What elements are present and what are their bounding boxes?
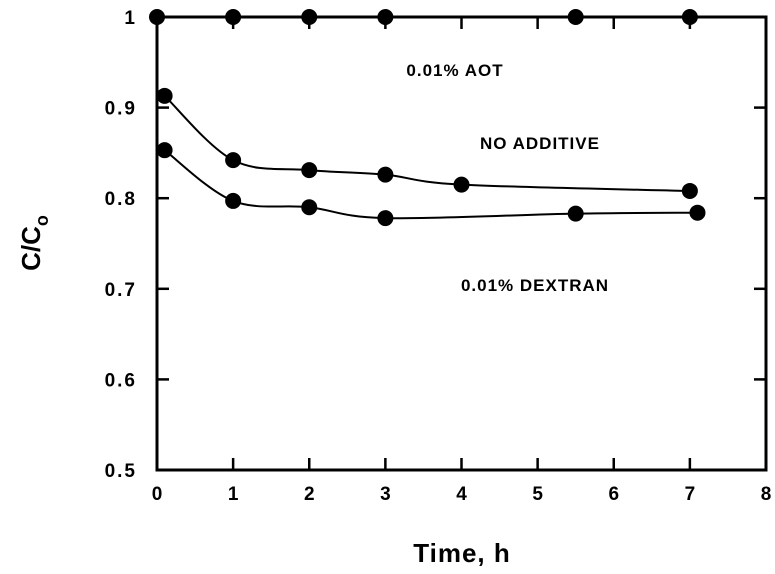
data-point xyxy=(681,182,698,199)
data-point xyxy=(567,9,584,25)
data-point xyxy=(681,9,698,25)
x-tick-label: 8 xyxy=(761,484,774,505)
data-point xyxy=(149,9,165,25)
data-point xyxy=(567,205,584,222)
data-point xyxy=(377,9,394,25)
fit-curve xyxy=(164,149,698,220)
x-tick-label: 3 xyxy=(380,484,393,505)
x-tick-label: 1 xyxy=(228,484,241,505)
data-point xyxy=(156,87,173,104)
y-tick-label: 1 xyxy=(124,8,137,29)
y-tick-label: 0.6 xyxy=(105,370,137,391)
series-label: 0.01% DEXTRAN xyxy=(461,276,609,295)
x-tick-label: 0 xyxy=(152,484,165,505)
data-point xyxy=(301,162,318,179)
data-point xyxy=(156,142,173,159)
x-tick-label: 2 xyxy=(304,484,317,505)
data-point xyxy=(377,210,394,227)
x-axis-label: Time, h xyxy=(413,538,511,568)
x-tick-label: 7 xyxy=(685,484,698,505)
series-label: 0.01% AOT xyxy=(406,61,503,80)
x-tick-label: 4 xyxy=(456,484,469,505)
y-tick-label: 0.9 xyxy=(105,99,137,120)
plot-frame xyxy=(155,15,768,472)
x-tick-label: 5 xyxy=(532,484,545,505)
y-tick-label: 0.7 xyxy=(105,280,137,301)
series-label: NO ADDITIVE xyxy=(480,134,600,153)
x-tick-label: 6 xyxy=(608,484,621,505)
data-point xyxy=(225,9,242,25)
data-point xyxy=(301,199,318,216)
data-point xyxy=(377,166,394,183)
y-tick-label: 0.5 xyxy=(105,461,137,482)
y-axis-label-sub: o xyxy=(32,215,52,226)
y-tick-label: 0.8 xyxy=(105,189,137,210)
data-point xyxy=(689,204,706,221)
data-point xyxy=(453,176,470,193)
fit-curve xyxy=(163,95,690,192)
data-point xyxy=(225,192,242,209)
y-axis-label: C/Co xyxy=(16,215,52,271)
y-axis-label-main: C/C xyxy=(16,226,46,271)
data-point xyxy=(301,9,318,25)
data-point xyxy=(225,152,242,169)
